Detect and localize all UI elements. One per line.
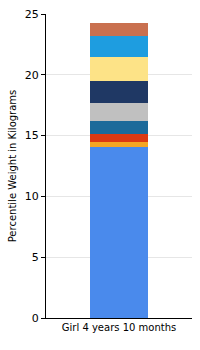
svg-text:Girl 4 years 10 months: Girl 4 years 10 months (62, 322, 176, 333)
svg-text:10: 10 (25, 190, 39, 203)
svg-text:5: 5 (32, 251, 39, 264)
svg-text:15: 15 (25, 129, 39, 142)
svg-text:20: 20 (25, 69, 39, 82)
svg-text:Percentile Weight in Kilograms: Percentile Weight in Kilograms (7, 90, 18, 243)
svg-text:25: 25 (25, 8, 39, 21)
svg-text:0: 0 (32, 312, 39, 325)
